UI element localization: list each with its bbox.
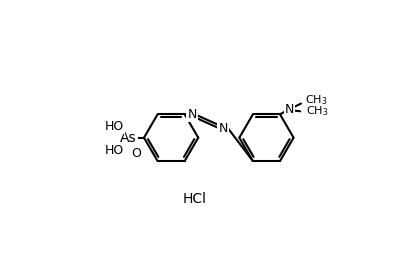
- Text: N: N: [218, 122, 228, 135]
- Text: HO: HO: [105, 121, 124, 133]
- Text: HO: HO: [105, 144, 124, 156]
- Text: N: N: [285, 103, 294, 116]
- Text: As: As: [120, 131, 137, 145]
- Text: CH$_3$: CH$_3$: [306, 104, 329, 118]
- Text: O: O: [131, 147, 141, 160]
- Text: HCl: HCl: [182, 192, 206, 206]
- Text: N: N: [187, 108, 197, 121]
- Text: CH$_3$: CH$_3$: [305, 94, 327, 107]
